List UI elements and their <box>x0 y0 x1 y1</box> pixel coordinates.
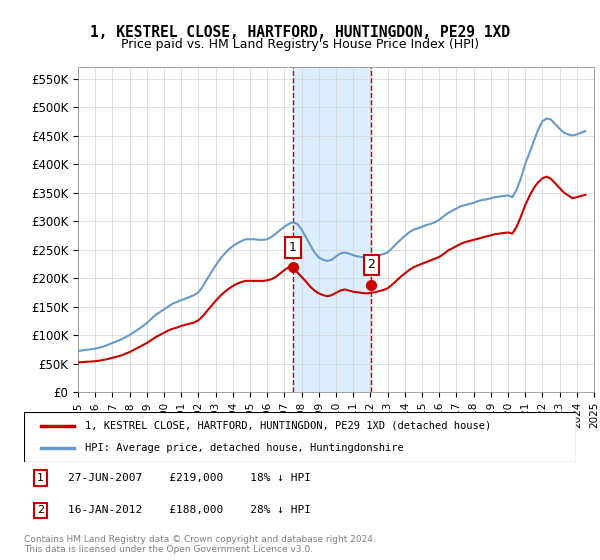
Text: 16-JAN-2012    £188,000    28% ↓ HPI: 16-JAN-2012 £188,000 28% ↓ HPI <box>68 505 311 515</box>
Text: 1: 1 <box>37 473 44 483</box>
Text: 1: 1 <box>289 241 297 254</box>
Text: 2: 2 <box>367 258 375 272</box>
Text: Contains HM Land Registry data © Crown copyright and database right 2024.
This d: Contains HM Land Registry data © Crown c… <box>24 535 376 554</box>
Text: 2: 2 <box>37 505 44 515</box>
Bar <box>293 67 371 392</box>
Text: 1, KESTREL CLOSE, HARTFORD, HUNTINGDON, PE29 1XD: 1, KESTREL CLOSE, HARTFORD, HUNTINGDON, … <box>90 25 510 40</box>
Text: 1, KESTREL CLOSE, HARTFORD, HUNTINGDON, PE29 1XD (detached house): 1, KESTREL CLOSE, HARTFORD, HUNTINGDON, … <box>85 421 491 431</box>
Text: 27-JUN-2007    £219,000    18% ↓ HPI: 27-JUN-2007 £219,000 18% ↓ HPI <box>68 473 311 483</box>
Text: HPI: Average price, detached house, Huntingdonshire: HPI: Average price, detached house, Hunt… <box>85 443 403 453</box>
FancyBboxPatch shape <box>24 412 576 462</box>
Text: Price paid vs. HM Land Registry's House Price Index (HPI): Price paid vs. HM Land Registry's House … <box>121 38 479 51</box>
